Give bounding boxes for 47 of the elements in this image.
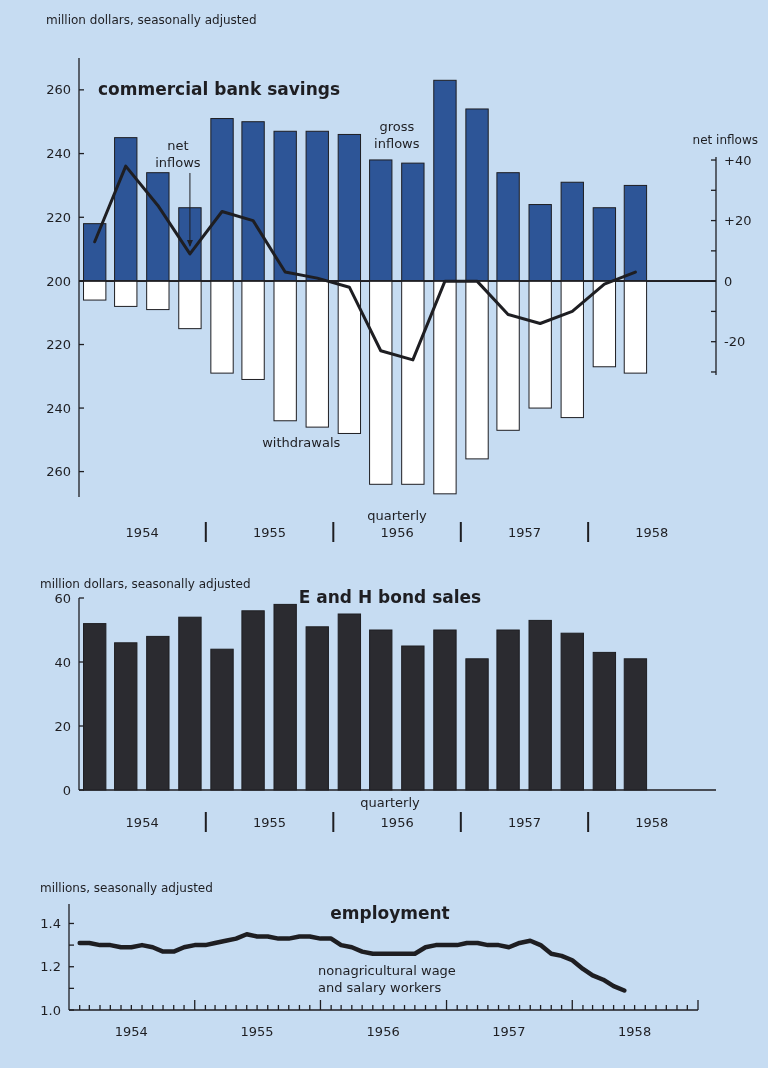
x-tick-label: 1954 (114, 1024, 148, 1039)
x-tick-label: 1958 (635, 525, 669, 540)
y-tick-label: +40 (724, 152, 752, 168)
y-tick-label: 260 (46, 464, 71, 480)
x-tick-label: 1954 (125, 525, 159, 540)
series-label: nonagricultural wage and salary workers (318, 963, 456, 995)
y-tick-label: 0 (62, 782, 71, 798)
y-tick-label: 60 (54, 590, 71, 606)
x-tick-label: 1956 (380, 815, 414, 830)
x-tick-label: 1958 (635, 815, 669, 830)
x-tick-label: 1956 (380, 525, 414, 540)
y-tick-label: 0 (724, 273, 733, 289)
y-tick-label: 260 (46, 82, 71, 98)
x-tick-label: 1958 (618, 1024, 652, 1039)
y-tick-label: 200 (46, 273, 71, 289)
y-tick-label: 20 (54, 718, 71, 734)
y-axis-title: net inflows (692, 133, 758, 147)
x-tick-label: 1957 (507, 525, 542, 540)
series-label: net inflows (155, 138, 201, 170)
text: quarterly (360, 795, 421, 810)
series-label: gross inflows (374, 118, 420, 151)
text: quarterly (367, 508, 428, 523)
x-tick-label: 1956 (366, 1024, 400, 1039)
y-tick-label: 220 (46, 209, 71, 225)
chart-title: E and H bond sales (298, 587, 482, 607)
y-tick-label: 220 (46, 337, 71, 353)
x-tick-label: 1954 (125, 815, 159, 830)
x-tick-label: 1955 (252, 525, 287, 540)
chart-title: employment (330, 903, 450, 923)
x-tick-label: 1957 (492, 1024, 526, 1039)
y-tick-label: 40 (54, 654, 71, 670)
x-tick-label: 1957 (507, 815, 542, 830)
y-tick-label: 1.0 (40, 1002, 61, 1018)
x-tick-label: 1955 (252, 815, 287, 830)
x-tick-label: 1955 (240, 1024, 274, 1039)
series-label: withdrawals (262, 435, 341, 451)
line-series (77, 932, 627, 993)
y-tick-label: 240 (46, 146, 71, 162)
y-axis-title: million dollars, seasonally adjusted (46, 13, 257, 27)
y-tick-label: 1.4 (40, 916, 61, 932)
y-axis-title: million dollars, seasonally adjusted (40, 577, 251, 591)
text: commercial bank savings (98, 79, 341, 99)
y-tick-label: +20 (724, 213, 752, 229)
y-axis-title: millions, seasonally adjusted (40, 881, 213, 895)
y-tick-label: 1.2 (40, 959, 61, 975)
y-tick-label: 240 (46, 400, 71, 416)
y-tick-label: -20 (724, 334, 746, 350)
